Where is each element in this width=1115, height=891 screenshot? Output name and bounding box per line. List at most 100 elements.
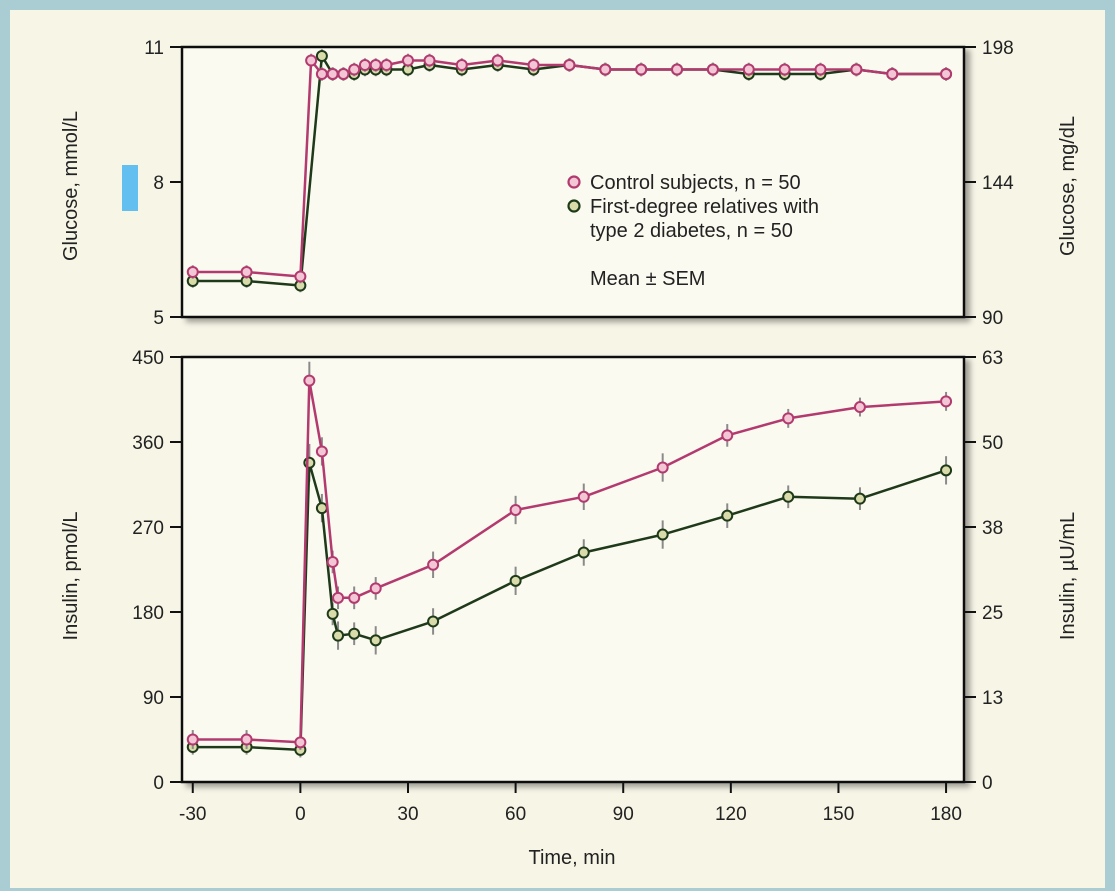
data-point-relatives [326, 607, 339, 620]
data-point-relatives [315, 502, 328, 515]
data-point-control [742, 63, 755, 76]
data-point-relatives [509, 574, 522, 587]
data-point-control [315, 68, 328, 80]
xtick-label: 30 [397, 804, 418, 825]
data-point-relatives [303, 456, 316, 469]
ytick-label-left-bottom: 270 [132, 518, 164, 539]
data-point-relatives [315, 50, 328, 62]
axes: 5 90 8 144 11 198 0 0 90 13 180 25 270 38 360 50 450 63 -3… [132, 38, 1014, 825]
data-point-control [599, 63, 612, 76]
data-point-control [369, 582, 382, 595]
xtick-label: 90 [613, 804, 634, 825]
data-point-relatives [656, 528, 669, 541]
data-point-control [509, 504, 522, 516]
x-axis-title: Time, min [528, 847, 615, 869]
xtick-label: 120 [715, 804, 747, 825]
data-point-control [380, 59, 393, 71]
data-point-control [294, 736, 307, 749]
data-point-control [326, 68, 339, 80]
ytick-label-right-bottom: 50 [982, 433, 1003, 454]
data-point-control [656, 461, 669, 474]
ytick-label-right-top: 90 [982, 308, 1003, 329]
bottom-ylabel-right: Insulin, µU/mL [1057, 512, 1079, 640]
data-point-control [782, 412, 795, 425]
data-point-control [369, 59, 382, 71]
xtick-label: 150 [823, 804, 855, 825]
data-point-control [527, 59, 540, 71]
data-point-control [337, 68, 350, 80]
data-point-relatives [940, 464, 953, 477]
data-point-control [635, 63, 648, 76]
ytick-label-right-top: 198 [982, 38, 1014, 59]
data-point-control [332, 591, 345, 604]
ytick-label-left-bottom: 90 [143, 688, 164, 709]
data-point-control [563, 59, 576, 71]
xtick-label: 60 [505, 804, 526, 825]
data-point-control [294, 270, 307, 283]
ytick-label-left-top: 11 [144, 38, 164, 59]
figure: 5 90 8 144 11 198 0 0 90 13 180 25 270 38 360 50 450 63 -3… [10, 10, 1105, 888]
data-point-relatives [348, 627, 361, 640]
data-point-relatives [369, 634, 382, 647]
data-point-control [850, 63, 863, 76]
ytick-label-left-top: 8 [153, 173, 164, 194]
ytick-label-right-bottom: 13 [982, 688, 1003, 709]
legend-label-control: Control subjects, n = 50 [590, 172, 801, 194]
data-point-control [358, 59, 371, 71]
panels [180, 45, 966, 784]
data-point-control [814, 63, 827, 76]
data-point-relatives [332, 629, 345, 642]
data-point-control [240, 266, 253, 278]
data-point-control [940, 395, 953, 408]
data-point-control [401, 54, 414, 67]
data-point-control [326, 555, 339, 568]
ytick-label-left-bottom: 180 [132, 603, 164, 624]
data-point-control [706, 63, 719, 76]
data-point-relatives [427, 615, 440, 628]
ytick-label-left-bottom: 450 [132, 348, 164, 369]
data-point-control [853, 401, 866, 414]
highlight-marker [122, 165, 138, 211]
data-point-relatives [721, 509, 734, 522]
legend: Control subjects, n = 50 First-degree re… [567, 172, 819, 290]
data-point-control [940, 68, 953, 80]
data-point-control [423, 54, 436, 67]
data-point-control [305, 54, 318, 67]
data-point-relatives [577, 546, 590, 559]
data-point-control [721, 429, 734, 442]
data-point-relatives [782, 490, 795, 503]
ytick-label-right-bottom: 63 [982, 348, 1003, 369]
data-point-control [778, 63, 791, 76]
legend-label-relatives-line2: type 2 diabetes, n = 50 [590, 220, 793, 242]
xtick-label: 180 [930, 804, 962, 825]
data-point-control [186, 733, 199, 746]
bottom-ylabel-left: Insulin, pmol/L [60, 512, 82, 641]
data-point-control [348, 63, 361, 76]
data-point-control [348, 591, 361, 604]
data-point-control [455, 59, 468, 71]
ytick-label-right-top: 144 [982, 173, 1014, 194]
data-point-control [671, 63, 684, 76]
xtick-label: 0 [295, 804, 306, 825]
ytick-label-left-bottom: 0 [153, 773, 164, 794]
ytick-label-right-bottom: 0 [982, 773, 993, 794]
xtick-label: -30 [179, 804, 206, 825]
data-point-control [303, 374, 316, 387]
legend-note: Mean ± SEM [590, 268, 705, 290]
top-ylabel-right: Glucose, mg/dL [1057, 116, 1079, 256]
series [186, 49, 953, 758]
data-point-control [886, 68, 899, 80]
data-point-control [577, 490, 590, 503]
plot-frame-bottom [180, 355, 966, 784]
data-point-relatives [853, 492, 866, 505]
ytick-label-right-bottom: 25 [982, 603, 1003, 624]
data-point-control [491, 54, 504, 67]
legend-marker-relatives [567, 199, 581, 213]
data-point-control [186, 266, 199, 278]
data-point-control [427, 558, 440, 571]
chart: 5 90 8 144 11 198 0 0 90 13 180 25 270 38 360 50 450 63 -3… [60, 38, 1079, 869]
top-ylabel-left: Glucose, mmol/L [60, 111, 82, 261]
ytick-label-left-bottom: 360 [132, 433, 164, 454]
legend-marker-control [567, 175, 581, 189]
legend-label-relatives: First-degree relatives with [590, 196, 819, 218]
